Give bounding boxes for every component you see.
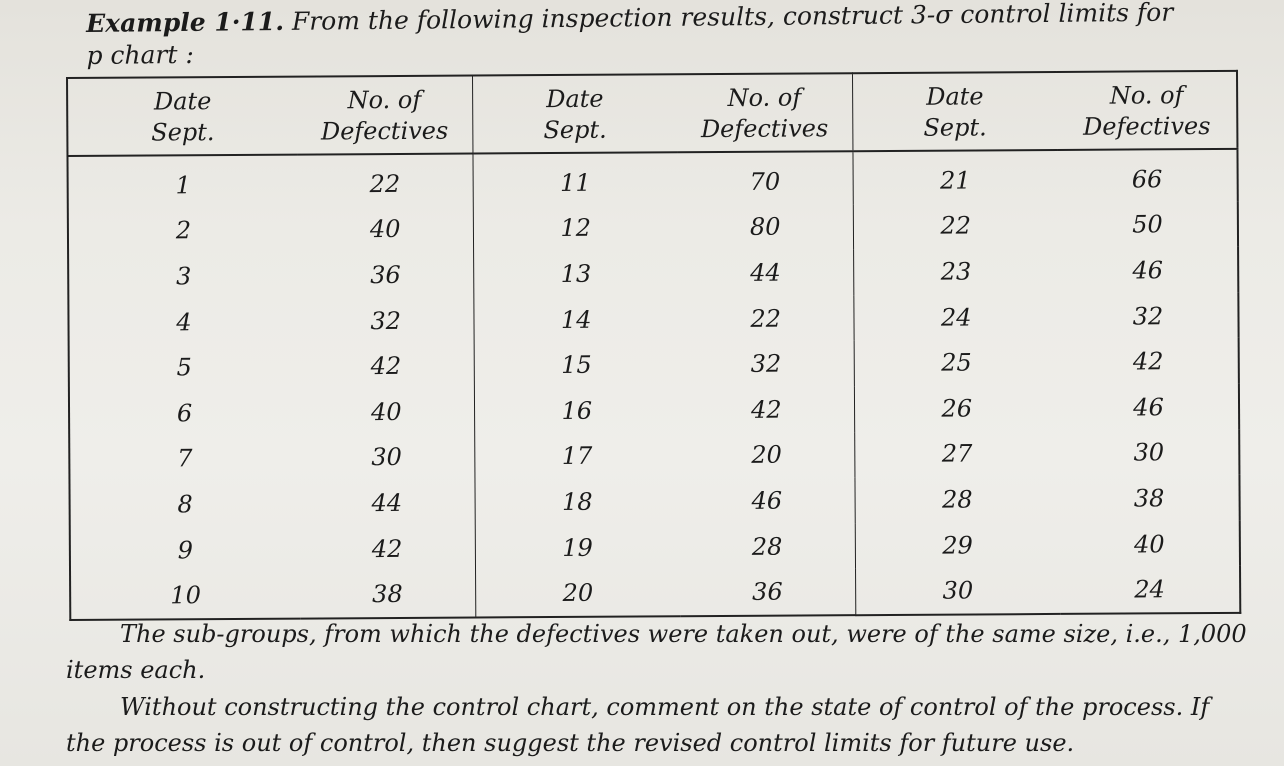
cell: 5 — [176, 353, 193, 382]
cell: 20 — [562, 578, 594, 608]
cell: 22 — [678, 294, 854, 342]
cell: 12 — [560, 214, 592, 243]
cell: 24 — [940, 303, 972, 332]
header-date-1: Date Sept. — [67, 76, 298, 156]
cell: 14 — [560, 305, 592, 334]
cell: 50 — [1132, 210, 1163, 239]
header-date-3: Date Sept. — [851, 71, 1058, 152]
subgroup-size-paragraph: The sub-groups, from which the defective… — [66, 620, 1247, 684]
cell: 38 — [300, 570, 476, 619]
cell: 19 — [562, 533, 593, 562]
cell: 23 — [940, 257, 972, 286]
cell: 40 — [1134, 529, 1165, 559]
cell: 11 — [560, 168, 591, 197]
cell: 10 — [170, 581, 202, 610]
cell: 44 — [299, 479, 475, 527]
cell: 8 — [177, 490, 193, 519]
cell: 42 — [298, 342, 474, 390]
cell: 18 — [561, 487, 593, 516]
cell: 42 — [299, 525, 476, 572]
table-row: 8 44 18 46 28 38 — [69, 475, 1239, 528]
cell: 13 — [560, 259, 592, 288]
cell: 6 — [176, 399, 193, 428]
cell: 22 — [940, 211, 972, 241]
cell: 36 — [298, 251, 474, 299]
cell: 27 — [941, 439, 973, 469]
cell: 30 — [942, 576, 974, 605]
cell: 9 — [177, 535, 194, 564]
table-header-row: Date Sept. No. of Defectives Date Sept. No.… — [67, 70, 1238, 156]
cell: 24 — [1134, 575, 1166, 604]
cell: 36 — [680, 568, 856, 617]
cell: 22 — [297, 153, 473, 208]
cell: 38 — [1133, 484, 1165, 513]
table-row: 5 42 15 32 25 42 — [69, 338, 1239, 391]
cell: 28 — [679, 522, 856, 570]
cell: 32 — [1132, 301, 1164, 331]
cell: 46 — [1132, 256, 1164, 285]
cell: 20 — [679, 431, 855, 479]
table-row: 9 42 19 28 29 40 — [70, 521, 1240, 574]
table-row: 1 22 11 70 21 66 — [67, 149, 1237, 209]
cell: 7 — [177, 444, 193, 473]
cell: 4 — [176, 307, 192, 336]
cell: 42 — [678, 386, 855, 433]
cell: 32 — [678, 340, 854, 388]
cell: 30 — [299, 434, 475, 481]
table-row: 4 32 14 22 24 32 — [68, 293, 1238, 346]
cell: 25 — [941, 348, 972, 377]
cell: 46 — [1133, 393, 1164, 422]
cell: 30 — [1133, 438, 1165, 467]
table-row: 10 38 20 36 30 24 — [70, 566, 1240, 620]
cell: 1 — [175, 171, 191, 200]
cell: 40 — [297, 206, 474, 253]
cell: 44 — [678, 249, 854, 297]
cell: 46 — [679, 477, 855, 525]
cell: 2 — [175, 216, 192, 245]
inspection-results-table: Date Sept. No. of Defectives Date Sept. No.… — [66, 69, 1242, 621]
table-row: 3 36 13 44 23 46 — [68, 247, 1238, 300]
cell: 15 — [561, 350, 592, 380]
table-row: 2 40 12 80 22 50 — [68, 201, 1238, 254]
header-defectives-1: No. of Defectives — [297, 75, 473, 155]
table-row: 7 30 17 20 27 30 — [69, 429, 1239, 482]
table-row: 6 40 16 42 26 46 — [69, 384, 1239, 437]
header-date-2: Date Sept. — [471, 74, 678, 154]
cell: 16 — [561, 396, 593, 425]
cell: 21 — [940, 166, 971, 195]
example-heading: Example 1·11. From the following inspect… — [86, 0, 1247, 72]
header-defectives-3: No. of Defectives — [1056, 70, 1238, 150]
cell: 80 — [677, 203, 854, 251]
example-label: Example 1·11. — [86, 6, 285, 38]
cell: 29 — [942, 531, 973, 560]
cell: 42 — [1132, 347, 1164, 376]
cell: 40 — [298, 388, 475, 436]
cell: 3 — [175, 262, 192, 291]
header-defectives-2: No. of Defectives — [676, 73, 853, 153]
cell: 26 — [941, 394, 973, 423]
instruction-paragraph: Without constructing the control chart, … — [66, 693, 1210, 757]
cell: 70 — [677, 151, 853, 205]
cell: 17 — [561, 442, 593, 471]
cell: 66 — [1131, 165, 1163, 194]
cell: 32 — [298, 297, 474, 344]
cell: 28 — [941, 485, 973, 514]
